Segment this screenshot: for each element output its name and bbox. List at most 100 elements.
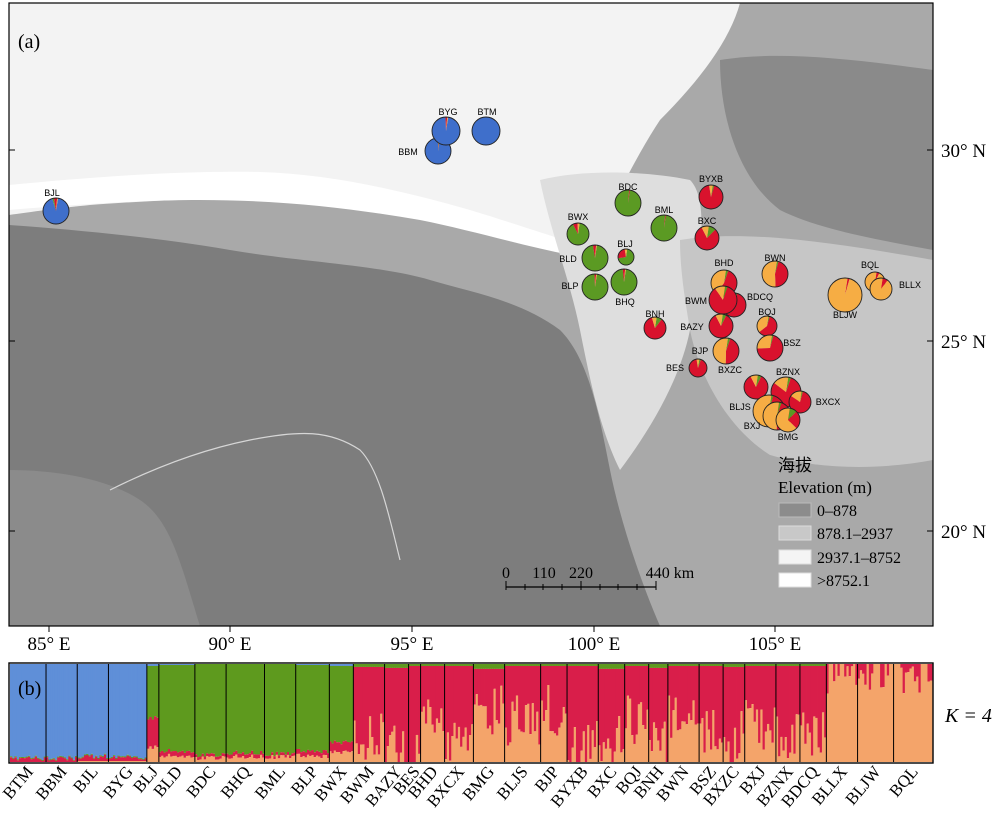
structure-bar-segment [280, 664, 283, 753]
structure-bar-segment [167, 664, 171, 665]
structure-bar-segment [775, 716, 779, 762]
structure-bar-segment [108, 761, 112, 762]
structure-bar-segment [137, 759, 141, 762]
structure-bar-segment [199, 759, 202, 762]
structure-bar-segment [506, 664, 510, 666]
structure-bar-segment [37, 757, 40, 759]
structure-bar-segment [232, 752, 236, 757]
pie-bwn: BWN [761, 253, 789, 288]
structure-bar-segment [83, 664, 87, 755]
structure-bar-segment [591, 664, 595, 666]
lon-tick-labels: 85° E 90° E 95° E 100° E 105° E [28, 634, 802, 655]
structure-bar-segment [273, 664, 277, 757]
pie-slice-bml-2 [664, 215, 666, 228]
structure-bar-segment [81, 664, 85, 757]
pie-label-bxj: BXJ [744, 421, 761, 431]
structure-bar-segment [681, 664, 684, 666]
structure-bar-segment [48, 759, 51, 761]
structure-bar-segment [468, 735, 472, 762]
structure-bar-segment [399, 664, 403, 668]
structure-bar-segment [83, 755, 87, 762]
structure-bar-segment [855, 684, 858, 762]
pie-slice-bwm-3 [715, 286, 726, 300]
structure-bar-segment [86, 754, 89, 762]
structure-bar-segment [25, 757, 29, 762]
structure-bar-segment [335, 664, 339, 666]
structure-bar-segment [584, 665, 588, 762]
structure-bar-segment [124, 761, 127, 762]
structure-bar-segment [375, 745, 379, 762]
structure-bar-segment [315, 750, 319, 756]
structure-bar-segment [515, 665, 519, 696]
pie-label-bqj: BQJ [758, 307, 776, 317]
structure-bar-segment [327, 664, 330, 665]
structure-bar-segment [315, 664, 319, 665]
structure-bar-segment [75, 757, 78, 762]
pie-label-bazy: BAZY [680, 322, 704, 332]
structure-bar-segment [170, 664, 173, 665]
structure-bar-segment [99, 755, 103, 757]
structure-bar-segment [593, 665, 597, 748]
pie-blp: BLP [561, 273, 609, 301]
structure-bar-segment [736, 664, 739, 667]
structure-bar-segment [257, 758, 261, 762]
structure-bar-segment [399, 667, 403, 753]
structure-bar-segment [95, 761, 98, 762]
structure-bar-segment [477, 668, 481, 706]
structure-bar-segment [909, 668, 913, 762]
pie-slice-bmg-3 [776, 408, 797, 432]
structure-bar-segment [77, 757, 80, 759]
structure-bar-segment [631, 735, 634, 762]
structure-bar-segment [815, 665, 818, 718]
structure-bar-segment [789, 664, 792, 666]
pie-label-bljw: BLJW [833, 310, 858, 320]
structure-bar-segment [253, 754, 256, 759]
pie-slice-bes-3 [696, 359, 700, 368]
structure-bar-segment [657, 667, 660, 741]
structure-bar-segment [438, 722, 441, 762]
structure-bar-segment [309, 664, 312, 665]
pie-bxcx: BXCX [788, 390, 840, 414]
pie-outline-bljw [827, 277, 863, 313]
structure-bar-segment [420, 665, 424, 712]
structure-bar-segment [41, 664, 45, 760]
structure-bar-segment [28, 664, 31, 756]
structure-bar-segment [32, 757, 36, 759]
pie-label-bml: BML [655, 205, 674, 215]
structure-bar-segment [760, 664, 763, 666]
structure-bar-segment [553, 664, 557, 666]
structure-bar-segment [740, 664, 743, 667]
structure-bar-segment [927, 681, 931, 762]
structure-bar-segment [582, 664, 586, 666]
structure-bar-segment [718, 738, 722, 762]
structure-bar-segment [262, 753, 265, 758]
structure-bar-segment [918, 664, 922, 693]
structure-bar-segment [235, 664, 238, 751]
structure-bar-segment [782, 664, 786, 666]
structure-bar-segment [631, 664, 634, 666]
structure-bar-segment [473, 668, 477, 705]
legend-label-4: >8752.1 [817, 573, 870, 590]
sample-label-bml: BML [251, 762, 289, 802]
structure-bar-segment [420, 664, 424, 666]
structure-bar-segment [810, 665, 814, 756]
structure-bar-segment [380, 666, 383, 714]
structure-bar-segment [342, 664, 346, 666]
structure-bar-segment [293, 664, 297, 753]
coastline [109, 432, 401, 561]
structure-bar-segment [886, 664, 890, 676]
structure-bar-segment [536, 711, 539, 762]
structure-bar-segment [515, 695, 519, 762]
structure-bar-segment [511, 665, 515, 702]
structure-bar-segment [101, 757, 105, 762]
structure-bar-segment [767, 665, 770, 724]
structure-bar-segment [484, 664, 488, 669]
structure-bar-segment [667, 695, 671, 762]
structure-bar-segment [424, 723, 428, 762]
structure-bar-segment [624, 664, 628, 666]
structure-bar-segment [527, 664, 530, 666]
structure-bar-segment [464, 665, 468, 728]
structure-bar-segment [219, 758, 223, 762]
structure-bar-segment [72, 759, 76, 761]
structure-bar-segment [736, 758, 739, 762]
